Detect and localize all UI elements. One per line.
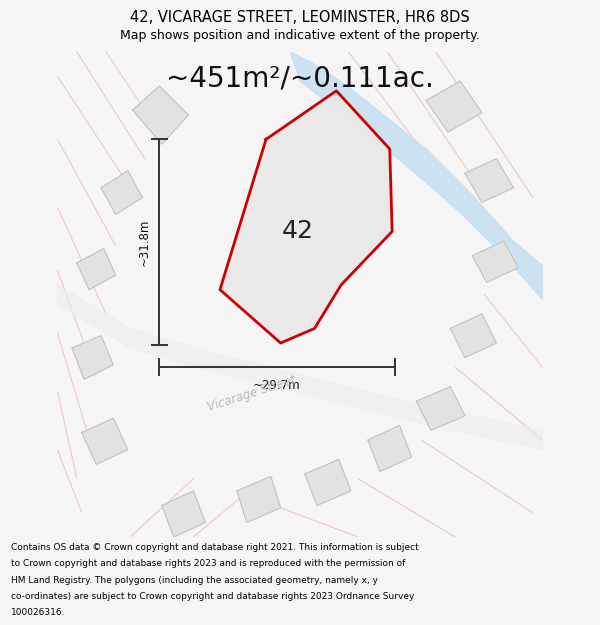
Polygon shape	[77, 248, 116, 289]
Polygon shape	[305, 459, 351, 506]
Polygon shape	[290, 52, 542, 299]
Polygon shape	[82, 418, 128, 464]
Polygon shape	[72, 336, 113, 379]
Polygon shape	[472, 241, 518, 282]
Polygon shape	[162, 491, 205, 537]
Text: to Crown copyright and database rights 2023 and is reproduced with the permissio: to Crown copyright and database rights 2…	[11, 559, 405, 569]
Text: 42, VICARAGE STREET, LEOMINSTER, HR6 8DS: 42, VICARAGE STREET, LEOMINSTER, HR6 8DS	[130, 11, 470, 26]
Polygon shape	[426, 81, 482, 132]
Text: HM Land Registry. The polygons (including the associated geometry, namely x, y: HM Land Registry. The polygons (includin…	[11, 576, 378, 585]
Text: Vicarage Street: Vicarage Street	[206, 374, 297, 414]
Text: ~31.8m: ~31.8m	[137, 219, 151, 266]
Polygon shape	[416, 387, 465, 430]
Polygon shape	[237, 476, 281, 522]
Polygon shape	[368, 426, 412, 471]
Text: ~29.7m: ~29.7m	[253, 379, 301, 392]
Polygon shape	[451, 314, 496, 358]
Polygon shape	[101, 171, 142, 214]
Text: 100026316.: 100026316.	[11, 608, 65, 618]
Text: Map shows position and indicative extent of the property.: Map shows position and indicative extent…	[120, 29, 480, 42]
Polygon shape	[58, 285, 542, 450]
Polygon shape	[133, 86, 188, 144]
Text: co-ordinates) are subject to Crown copyright and database rights 2023 Ordnance S: co-ordinates) are subject to Crown copyr…	[11, 592, 414, 601]
Text: 42: 42	[281, 219, 314, 244]
Polygon shape	[220, 91, 392, 343]
Polygon shape	[465, 159, 514, 202]
Text: Contains OS data © Crown copyright and database right 2021. This information is : Contains OS data © Crown copyright and d…	[11, 543, 419, 552]
Text: ~451m²/~0.111ac.: ~451m²/~0.111ac.	[166, 64, 434, 92]
